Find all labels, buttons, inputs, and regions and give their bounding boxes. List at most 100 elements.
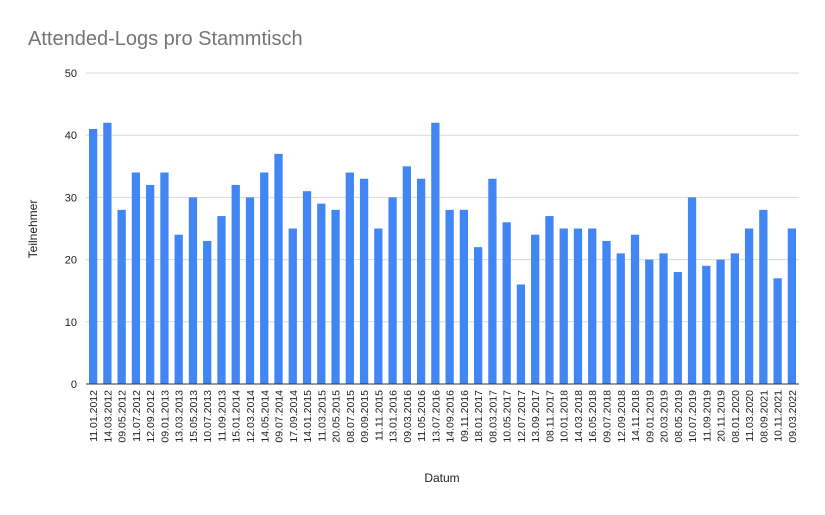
x-axis-label: Datum [424,471,459,485]
x-tick-label: 18.01.2017 [473,390,485,443]
bar [174,234,183,384]
bar [459,209,469,384]
y-axis-label: Teilnehmer [26,200,40,259]
bar [188,197,198,384]
bar [260,172,269,384]
bar [716,259,725,384]
bar [288,228,297,384]
x-tick-label: 08.03.2017 [487,390,499,443]
x-tick-label: 16.05.2018 [587,390,599,443]
y-tick-label: 50 [65,68,77,80]
bar [559,228,568,384]
bar [402,166,411,384]
bar [331,209,340,384]
x-tick-label: 10.01.2018 [559,390,571,443]
x-tick-label: 14.01.2015 [302,390,314,443]
bar [730,253,739,384]
x-tick-label: 11.09.2019 [701,390,713,442]
bar [345,172,354,384]
x-tick-label: 20.11.2019 [716,390,728,442]
bar [702,265,711,384]
x-tick-label: 09.07.2014 [274,390,286,443]
x-tick-label: 14.03.2012 [102,390,114,443]
x-tick-label: 11.07.2012 [131,390,143,442]
x-tick-label: 12.03.2014 [245,390,257,443]
bar [673,272,682,384]
bar [602,240,611,384]
bar [302,191,312,384]
x-tick-label: 13.03.2013 [174,390,186,443]
x-tick-label: 11.03.2020 [744,390,756,442]
bar [245,197,255,384]
bar [431,122,440,384]
bar [545,216,554,384]
x-tick-label: 11.05.2016 [416,390,428,442]
x-tick-label: 13.09.2017 [530,390,542,443]
x-tick-label: 15.01.2014 [231,390,243,443]
bar [445,209,454,384]
x-tick-label: 14.05.2014 [259,390,271,443]
x-tick-label: 14.03.2018 [573,390,585,443]
bar [531,234,540,384]
x-tick-label: 09.03.2022 [787,390,799,443]
bar [374,228,383,384]
bar [659,253,668,384]
bar [645,259,654,384]
x-tick-label: 09.03.2016 [402,390,414,443]
x-tick-label: 09.01.2013 [159,390,171,443]
x-tick-labels: 11.01.2012 14.03.2012 09.05.2012 11.07.2012… [88,390,799,443]
bar [744,228,754,384]
bar [474,247,483,384]
y-tick-labels: 0 10 20 30 40 50 [65,68,77,391]
x-tick-label: 20.05.2015 [331,390,343,443]
bar [516,284,526,384]
bar [416,178,426,384]
chart-title: Attended-Logs pro Stammtisch [28,28,303,50]
bars [88,122,797,384]
x-tick-label: 09.05.2012 [117,390,129,443]
bar [317,203,326,384]
y-tick-label: 40 [65,130,77,142]
bar [502,222,511,384]
bar [359,178,369,384]
bar [160,172,169,384]
x-tick-label: 12.09.2018 [616,390,628,443]
x-tick-label: 09.07.2018 [601,390,613,443]
x-tick-label: 11.11.2015 [373,390,385,441]
bar [131,172,141,384]
bar [759,209,768,384]
bar [573,228,583,384]
x-tick-label: 11.01.2012 [88,390,100,442]
x-tick-label: 08.07.2015 [345,390,357,443]
x-tick-label: 10.07.2019 [687,390,699,443]
x-tick-label: 12.07.2017 [516,390,528,443]
bar [773,278,782,384]
x-tick-label: 08.11.2017 [544,390,556,442]
bar [630,234,640,384]
x-tick-label: 08.09.2021 [758,390,770,443]
bar [687,197,697,384]
x-tick-label: 17.09.2014 [288,390,300,443]
x-tick-label: 11.09.2013 [216,390,228,442]
x-tick-label: 09.09.2015 [359,390,371,443]
bar [274,153,283,384]
bar [616,253,625,384]
x-tick-label: 10.11.2021 [773,390,785,442]
x-tick-label: 09.11.2016 [459,390,471,442]
bar [488,178,497,384]
x-tick-label: 10.07.2013 [202,390,214,443]
bar [388,197,397,384]
bar [231,184,240,384]
y-tick-label: 10 [65,317,77,329]
y-tick-label: 20 [65,255,77,267]
x-tick-label: 20.03.2019 [659,390,671,443]
x-tick-label: 13.07.2016 [430,390,442,443]
bar [217,216,226,384]
x-tick-label: 11.03.2015 [316,390,328,442]
bar [88,128,98,384]
bar [787,228,797,384]
x-tick-label: 08.01.2020 [730,390,742,443]
x-tick-label: 14.09.2016 [445,390,457,443]
